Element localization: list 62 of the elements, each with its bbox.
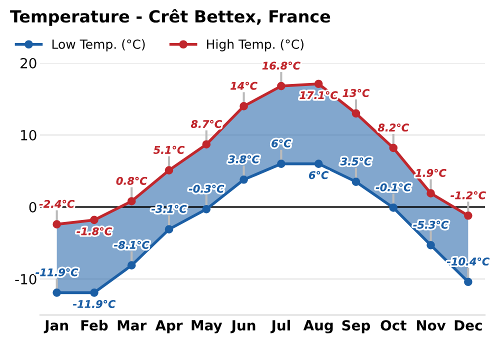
x-tick-label: Sep [342,320,370,334]
point [426,240,435,250]
y-tick-label: 10 [21,130,36,140]
y-tick-label: -10 [15,274,36,284]
point [389,204,398,212]
data-label: 8.2°C [378,124,409,132]
point [426,189,435,198]
point [90,288,98,297]
data-label: 13°C [342,89,370,97]
point [389,144,398,152]
point [127,197,136,206]
x-tick-label: Apr [155,320,183,334]
point [464,278,472,286]
point [164,225,174,234]
data-label: 16.8°C [262,62,300,70]
data-label: -5.3°C [413,220,448,229]
legend-label: Low Temp. (°C) [52,39,145,52]
data-label: -8.1°C [114,240,150,249]
point [464,211,472,220]
x-tick-label: Dec [454,320,482,331]
point [164,166,174,174]
x-tick-label: Oct [380,320,406,331]
point [240,102,248,110]
x-tick-label: Nov [416,320,446,331]
data-label: 3.5°C [340,157,372,166]
point [52,288,61,297]
x-tick-label: Jul [270,320,290,334]
point [352,178,360,186]
data-label: 8.7°C [190,120,222,128]
data-label: -0.3°C [188,184,224,193]
y-tick-label: 20 [20,58,36,68]
point [277,160,286,168]
x-tick-label: Feb [81,320,108,331]
data-label: -11.9°C [73,300,116,308]
x-tick-label: Jun [230,320,256,334]
data-label: 0.8°C [116,176,148,185]
legend-label: High Temp. (°C) [207,39,304,52]
point [240,175,248,184]
data-label: 14°C [230,82,258,90]
data-label: 3.8°C [228,155,260,164]
data-label: 6°C [272,139,292,148]
data-label: 5.1°C [153,146,185,154]
x-tick-label: Aug [303,320,333,334]
data-label: -1.2°C [450,191,486,200]
point [202,204,211,214]
chart-title: Temperature - Crêt Bettex, France [10,9,330,26]
point [90,216,98,224]
point [52,220,61,228]
point [314,80,323,88]
data-label: -1.8°C [76,227,112,236]
x-tick-label: May [192,320,222,334]
x-tick-label: Mar [118,320,147,331]
data-label: 1.9°C [416,168,446,177]
x-tick-label: Jan [44,320,68,334]
y-tick-label: 0 [29,202,36,212]
point [277,82,286,90]
point [202,140,211,149]
point [127,261,136,270]
data-label: -0.1°C [376,183,412,192]
point [314,160,323,168]
data-label: 6°C [309,171,329,180]
point [352,109,360,118]
